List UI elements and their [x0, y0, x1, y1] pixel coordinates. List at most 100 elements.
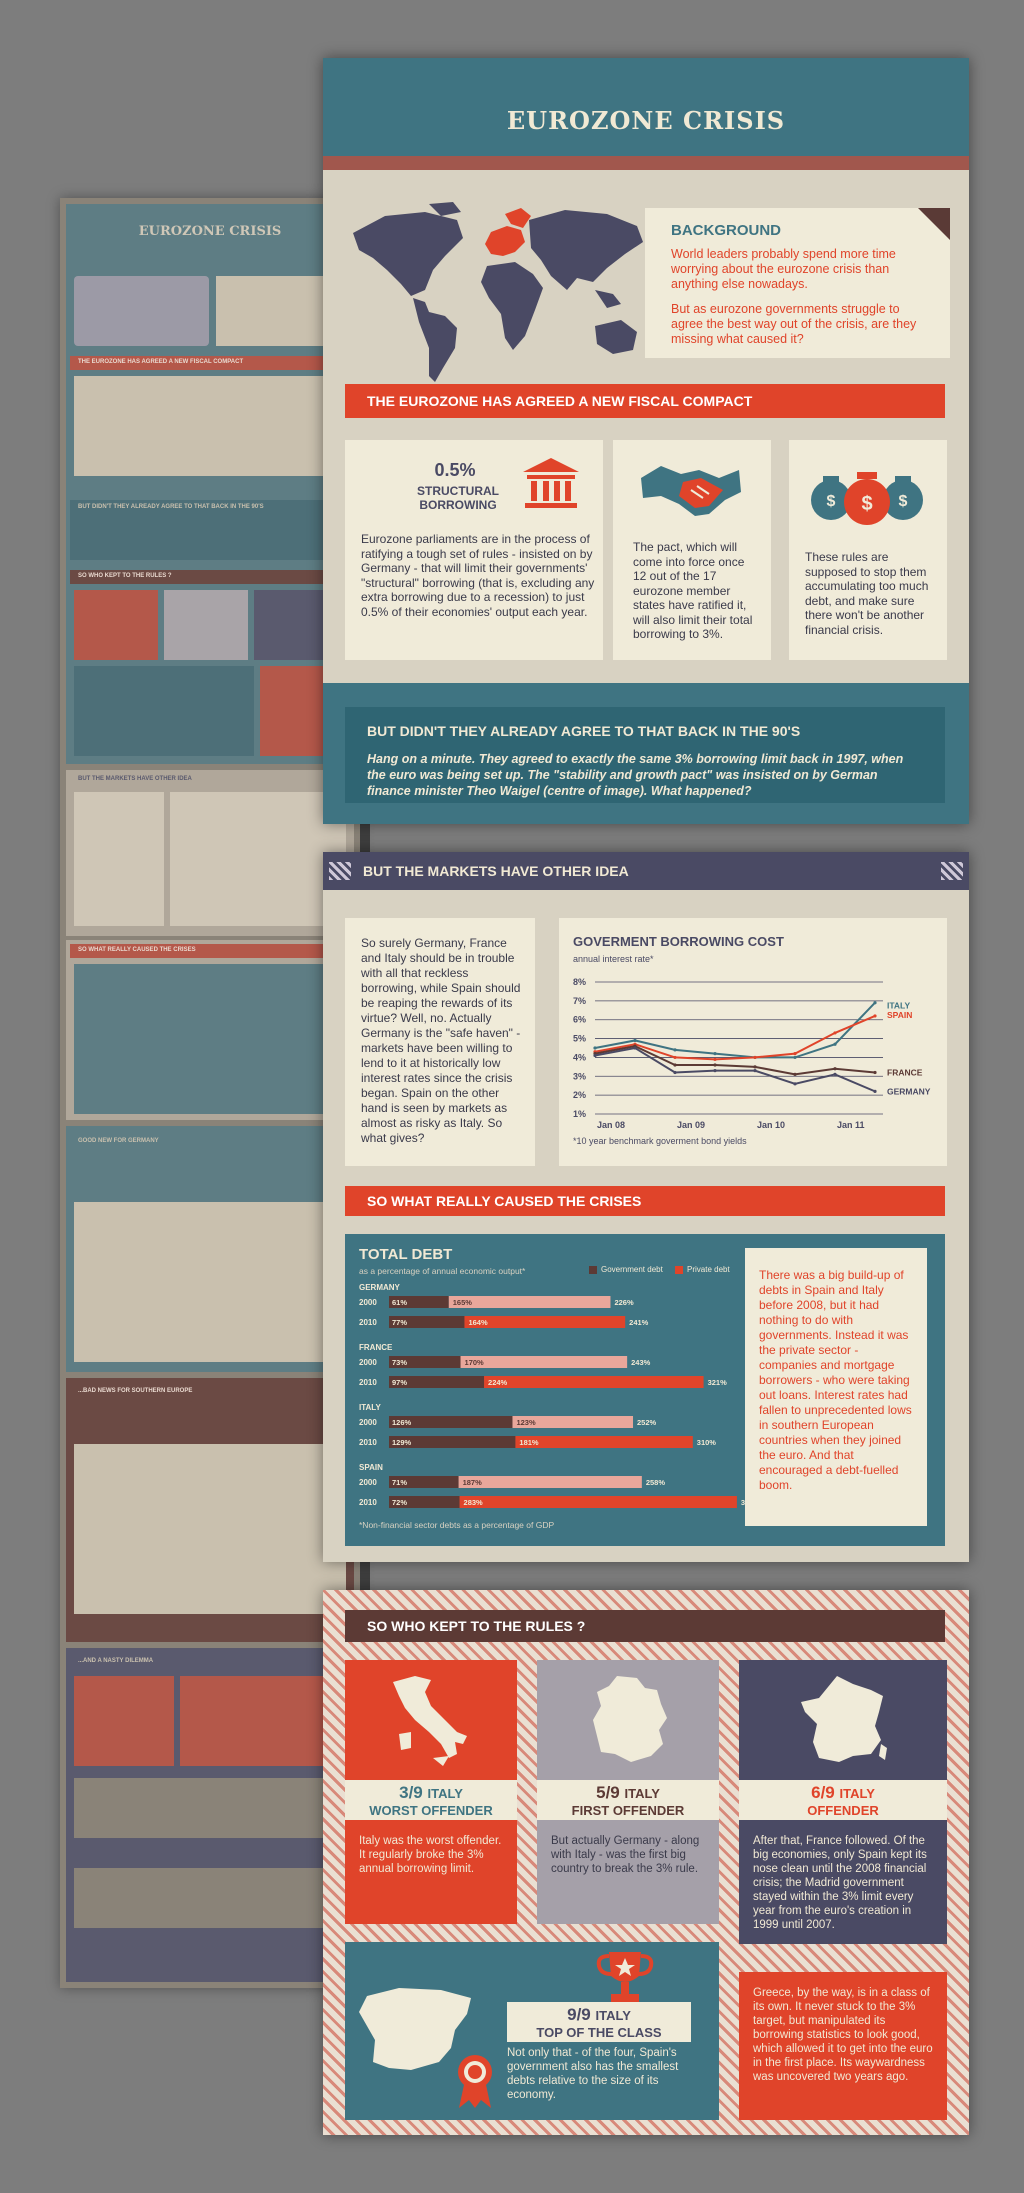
france-label-box: 6/9 ITALY OFFENDER: [739, 1780, 947, 1820]
data-point: [793, 1082, 797, 1086]
series-line-italy: [594, 1002, 876, 1059]
greece-card: Greece, by the way, is in a class of its…: [739, 1972, 947, 2120]
debt-year-label: 2010: [359, 1438, 377, 1447]
data-point: [673, 1048, 677, 1052]
debt-year-label: 2000: [359, 1358, 377, 1367]
preview-section-5: ...BAD NEWS FOR SOUTHERN EUROPE: [66, 1378, 354, 1642]
compact-text: Eurozone parliaments are in the process …: [361, 532, 595, 619]
data-point: [673, 1063, 677, 1067]
preview-section-label: ...BAD NEWS FOR SOUTHERN EUROPE: [78, 1388, 193, 1394]
data-point: [793, 1055, 797, 1060]
background-heading: BACKGROUND: [671, 222, 781, 239]
crises-note: There was a big build-up of debts in Spa…: [745, 1248, 927, 1526]
preview-section-label: BUT DIDN'T THEY ALREADY AGREE TO THAT BA…: [70, 500, 350, 560]
gov-debt-label: 77%: [392, 1318, 407, 1327]
x-tick-label: Jan 11: [837, 1120, 865, 1130]
preview-card: [74, 1778, 346, 1838]
gov-debt-label: 73%: [392, 1358, 407, 1367]
panel-markets: BUT THE MARKETS HAVE OTHER IDEA So surel…: [323, 852, 969, 1562]
preview-section-label: SO WHO KEPT TO THE RULES ?: [70, 570, 350, 584]
compact-banner: THE EUROZONE HAS AGREED A NEW FISCAL COM…: [345, 384, 945, 418]
priv-debt-label: 170%: [465, 1358, 485, 1367]
debt-chart-svg: GERMANY 2000 61% 165% 226% 2010 77% 164% 241% FRA…: [359, 1283, 760, 1508]
priv-debt-bar: [460, 1356, 628, 1368]
priv-debt-label: 283%: [464, 1498, 484, 1507]
data-point: [753, 1069, 757, 1073]
data-point: [873, 1089, 877, 1093]
nineties-heading: BUT DIDN'T THEY ALREADY AGREE TO THAT BA…: [367, 723, 801, 739]
x-tick-label: Jan 10: [757, 1120, 785, 1130]
poster-title: EUROZONE CRISIS: [506, 106, 786, 135]
italy-rank: 3/9: [399, 1783, 423, 1802]
preview-poster: EUROZONE CRISIS THE EUROZONE HAS AGREED …: [60, 198, 360, 1988]
x-tick-label: Jan 09: [677, 1120, 705, 1130]
debt-title: TOTAL DEBT: [359, 1246, 453, 1263]
france-country: ITALY: [839, 1786, 875, 1801]
compact-card-pact: The pact, which will come into force onc…: [613, 440, 771, 660]
debt-year-label: 2000: [359, 1478, 377, 1487]
preview-compact-cards: [74, 376, 344, 476]
total-debt-label: 258%: [646, 1478, 666, 1487]
nineties-text: Hang on a minute. They agreed to exactly…: [367, 752, 904, 798]
legend-swatch-gov: [589, 1266, 597, 1274]
debt-year-label: 2010: [359, 1498, 377, 1507]
trophy-icon: [596, 1952, 654, 2002]
preview-spain-card: [74, 666, 254, 756]
preview-section-3: SO WHAT REALLY CAUSED THE CRISES: [66, 940, 354, 1120]
total-debt-label: 243%: [631, 1358, 651, 1367]
preview-section-label: GOOD NEW FOR GERMANY: [78, 1138, 159, 1144]
france-rank-line: 6/9 ITALY: [739, 1783, 947, 1803]
debt-subtitle: as a percentage of annual economic outpu…: [359, 1266, 526, 1276]
debt-year-label: 2010: [359, 1378, 377, 1387]
data-point: [833, 1067, 837, 1071]
priv-debt-label: 123%: [516, 1418, 536, 1427]
total-debt-block: TOTAL DEBT as a percentage of annual eco…: [345, 1234, 945, 1546]
legend-label-italy: ITALY: [887, 1001, 910, 1011]
background-paragraph: World leaders probably spend more time w…: [671, 247, 896, 291]
italy-label: WORST OFFENDER: [369, 1803, 493, 1818]
gov-debt-label: 129%: [392, 1438, 412, 1447]
priv-debt-bar: [459, 1496, 737, 1508]
line-chart-svg: 8% 7% 6% 5% 4% 3% 2% 1% Jan 08 Jan 09 Jan 10 Jan 11…: [573, 977, 931, 1130]
preview-chart: [74, 1202, 346, 1362]
total-debt-label: 321%: [708, 1378, 728, 1387]
legend-gov: Government debt: [601, 1265, 663, 1274]
legend-label-france: FRANCE: [887, 1068, 923, 1078]
data-point: [713, 1057, 717, 1061]
y-tick-label: 2%: [573, 1090, 586, 1100]
data-point: [673, 1055, 677, 1060]
gov-debt-bar: [389, 1476, 459, 1488]
gov-debt-label: 97%: [392, 1378, 407, 1387]
poster-header: EUROZONE CRISIS: [323, 58, 969, 170]
preview-section-2: BUT THE MARKETS HAVE OTHER IDEA: [66, 770, 354, 936]
preview-italy-card: [74, 590, 158, 660]
spain-text-box: Not only that - of the four, Spain's gov…: [507, 2046, 703, 2116]
data-point: [713, 1063, 717, 1067]
france-map-icon: [801, 1676, 887, 1762]
data-point: [793, 1072, 797, 1076]
compact-card-borrowing: 0.5% STRUCTURAL BORROWING Eurozone parli…: [345, 440, 603, 660]
data-point: [633, 1038, 637, 1043]
y-tick-label: 3%: [573, 1071, 586, 1081]
total-debt-label: 226%: [614, 1298, 634, 1307]
data-point: [593, 1046, 597, 1050]
debt-year-label: 2010: [359, 1318, 377, 1327]
series-line-germany: [594, 1046, 876, 1093]
preview-card: [180, 1676, 346, 1766]
legend-priv: Private debt: [687, 1265, 730, 1274]
x-tick-label: Jan 08: [597, 1120, 625, 1130]
markets-text-card: So surely Germany, France and Italy shou…: [345, 918, 535, 1166]
france-text: After that, France followed. Of the big …: [753, 1835, 927, 1931]
gov-debt-bar: [389, 1356, 461, 1368]
data-point: [713, 1069, 717, 1073]
italy-country: ITALY: [427, 1786, 463, 1801]
data-point: [793, 1052, 797, 1056]
france-rank: 6/9: [811, 1783, 835, 1802]
gov-debt-label: 61%: [392, 1298, 407, 1307]
spain-rank: 9/9: [567, 2005, 591, 2024]
y-tick-label: 8%: [573, 977, 586, 987]
data-point: [873, 1014, 877, 1018]
chart-title: GOVERMENT BORROWING COST: [573, 934, 784, 949]
preview-chart: [74, 1444, 346, 1614]
compact-card-rules: $ $ $ These rules are supposed to stop t…: [789, 440, 947, 660]
